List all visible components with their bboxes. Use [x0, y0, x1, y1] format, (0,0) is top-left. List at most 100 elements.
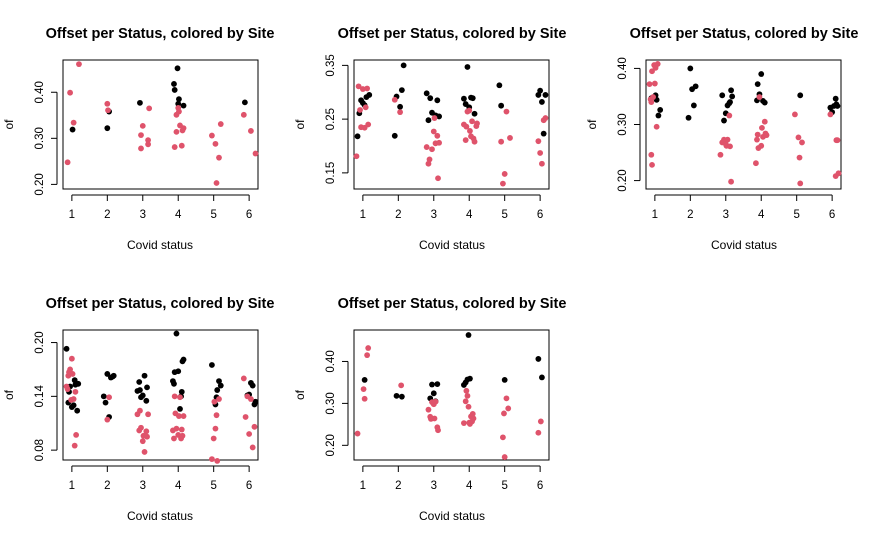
- data-point: [690, 102, 697, 109]
- data-point: [727, 99, 733, 105]
- data-point: [104, 371, 111, 377]
- data-point: [138, 424, 144, 431]
- data-point: [138, 132, 144, 138]
- data-point: [366, 92, 373, 98]
- data-point: [365, 345, 372, 351]
- data-point: [69, 126, 76, 133]
- data-point: [462, 398, 469, 405]
- data-point: [106, 394, 112, 401]
- x-tick-label: 6: [829, 209, 835, 221]
- data-point: [67, 366, 73, 373]
- data-point: [756, 94, 763, 100]
- chart-panel-5: Offset per Status, colored by Site Covid …: [293, 296, 566, 523]
- data-point: [469, 95, 476, 102]
- data-point: [249, 444, 256, 451]
- data-point: [146, 105, 153, 112]
- data-point: [754, 81, 761, 88]
- data-point: [173, 330, 180, 337]
- data-point: [435, 175, 441, 182]
- data-point: [434, 381, 441, 387]
- data-point: [252, 150, 259, 157]
- x-tick-label: 4: [175, 480, 182, 492]
- y-tick-label: 0.40: [325, 350, 337, 372]
- data-point: [357, 107, 363, 113]
- data-point: [425, 117, 432, 124]
- data-point: [470, 415, 477, 422]
- x-tick-label: 1: [69, 480, 75, 492]
- data-point: [650, 94, 656, 100]
- data-point: [434, 97, 441, 104]
- x-tick-label: 2: [104, 209, 110, 221]
- data-point: [432, 398, 439, 405]
- data-point: [67, 89, 73, 96]
- x-tick-label: 6: [537, 209, 543, 221]
- data-point: [354, 133, 361, 140]
- data-point: [69, 371, 76, 377]
- data-point: [471, 110, 478, 117]
- data-point: [474, 120, 480, 127]
- data-point: [501, 410, 507, 417]
- data-point: [104, 416, 111, 423]
- plot-frame: [645, 59, 842, 190]
- x-tick-label: 3: [723, 209, 729, 221]
- series-2: [63, 355, 258, 464]
- x-tick-label: 5: [210, 209, 216, 221]
- data-point: [70, 119, 77, 126]
- data-point: [469, 118, 475, 125]
- data-point: [648, 151, 655, 158]
- data-point: [144, 433, 150, 440]
- data-point: [687, 65, 694, 72]
- data-point: [180, 102, 187, 109]
- y-tick-label: 0.30: [34, 127, 46, 149]
- series-2: [353, 83, 549, 187]
- data-point: [209, 362, 215, 368]
- data-point: [535, 429, 542, 436]
- data-point: [240, 375, 247, 382]
- data-point: [467, 375, 473, 382]
- data-point: [173, 425, 180, 432]
- data-point: [657, 107, 664, 113]
- data-point: [719, 92, 726, 99]
- x-tick-label: 6: [246, 209, 252, 221]
- data-point: [537, 150, 544, 156]
- data-point: [251, 423, 258, 430]
- data-point: [431, 415, 438, 422]
- data-point: [171, 81, 177, 87]
- data-point: [834, 103, 841, 109]
- data-point: [429, 381, 435, 388]
- data-point: [461, 95, 467, 102]
- chart-title: Offset per Status, colored by Site: [338, 296, 567, 312]
- data-point: [100, 393, 107, 400]
- data-point: [68, 355, 75, 362]
- x-tick-label: 1: [652, 209, 658, 221]
- x-tick-label: 5: [501, 209, 507, 221]
- data-point: [102, 399, 109, 406]
- chart-panel-4: Offset per Status, colored by Site Covid …: [2, 296, 274, 523]
- chart-panel-3: Offset per Status, colored by Site Covid …: [585, 26, 858, 252]
- data-point: [171, 87, 178, 93]
- data-point: [832, 95, 839, 102]
- data-point: [145, 141, 151, 148]
- series-2: [354, 345, 544, 460]
- data-point: [241, 99, 248, 106]
- data-point: [462, 137, 469, 143]
- data-point: [177, 405, 183, 412]
- data-point: [758, 142, 765, 149]
- data-point: [835, 170, 842, 177]
- y-tick-label: 0.20: [617, 169, 629, 191]
- data-point: [796, 154, 803, 161]
- data-point: [213, 180, 220, 186]
- data-point: [436, 139, 442, 146]
- data-point: [501, 454, 508, 460]
- x-tick-label: 5: [793, 209, 799, 221]
- data-point: [537, 87, 544, 94]
- data-point: [175, 368, 182, 375]
- data-point: [249, 382, 256, 389]
- data-point: [507, 135, 513, 141]
- data-point: [501, 171, 508, 177]
- data-point: [465, 403, 472, 410]
- data-point: [248, 128, 254, 134]
- data-point: [212, 425, 219, 432]
- data-point: [105, 107, 111, 114]
